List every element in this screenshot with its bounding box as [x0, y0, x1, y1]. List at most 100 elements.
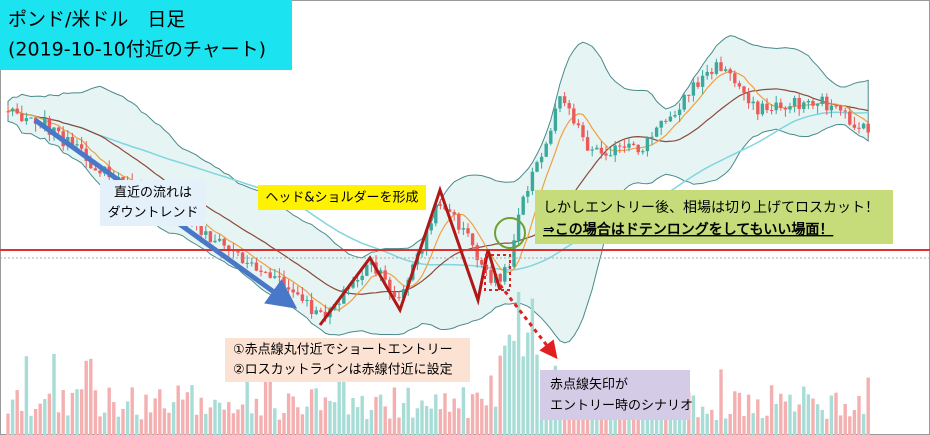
volume-bar [6, 413, 10, 435]
volume-bar [406, 387, 410, 435]
volume-bar [443, 393, 447, 435]
volume-bar [116, 416, 121, 435]
volume-bar [282, 413, 286, 435]
candle [714, 62, 719, 74]
candle [848, 111, 852, 125]
volume-bar [691, 395, 696, 435]
volume-bar [254, 398, 259, 435]
volume-bar [268, 364, 272, 435]
volume-bar [742, 416, 746, 435]
volume-bar [470, 394, 475, 435]
volume-bar [171, 402, 176, 435]
volume-bar [797, 404, 801, 435]
annotation: 直近の流れは [114, 186, 192, 201]
candle [424, 230, 429, 250]
volume-bar [769, 385, 774, 435]
volume-bar [208, 407, 213, 435]
candle [530, 171, 535, 192]
volume-bar [135, 414, 139, 435]
volume-bar [332, 402, 337, 435]
candle [691, 82, 696, 96]
candle [765, 103, 769, 111]
volume-bar [98, 416, 102, 435]
volume-bar [378, 394, 383, 435]
volume-bar [866, 377, 870, 435]
volume-bar [107, 387, 111, 435]
title: ポンド/米ドル 日足 [8, 9, 185, 31]
candle [254, 262, 259, 271]
annotation: ヘッド&ショルダーを形成 [265, 191, 418, 206]
volume-bar [815, 404, 820, 435]
candle [521, 196, 525, 215]
candle [664, 120, 668, 122]
volume-bar [636, 409, 640, 435]
volume-bar [829, 395, 834, 435]
candle [820, 96, 824, 104]
volume-bar [144, 394, 148, 435]
candle [305, 299, 309, 301]
volume-bar [43, 399, 47, 435]
candle [769, 110, 774, 112]
volume-bar [811, 398, 815, 435]
candle [351, 281, 355, 288]
volume-bar [668, 405, 673, 435]
volume-bar [480, 398, 484, 435]
volume-bar [705, 413, 709, 435]
candle [360, 275, 364, 280]
volume-bar [319, 410, 323, 435]
candle [553, 108, 558, 131]
candle [392, 291, 397, 298]
candle [650, 136, 654, 138]
volume-bar [79, 389, 84, 435]
volume-bar [503, 345, 507, 435]
candle [866, 123, 870, 133]
annotation: 赤点線矢印が [550, 377, 628, 393]
volume-bar [484, 405, 489, 435]
volume-bar [397, 417, 401, 435]
candle [562, 96, 567, 104]
candle [245, 262, 249, 264]
volume-bar [447, 411, 452, 435]
candle [733, 73, 737, 84]
volume-bar [834, 392, 838, 435]
ma-long [7, 109, 869, 271]
candle [604, 153, 608, 156]
volume-bar [401, 403, 406, 435]
volume-bar [153, 398, 157, 435]
volume-bar [227, 402, 231, 435]
candle [397, 297, 401, 299]
volume-bar [33, 409, 38, 435]
candle [811, 101, 815, 106]
volume-bar [158, 389, 162, 435]
candle [296, 292, 300, 295]
candle [309, 299, 314, 314]
candle [434, 204, 438, 224]
candle [227, 245, 231, 251]
candle [236, 251, 240, 253]
candle [526, 191, 530, 197]
candle [369, 262, 374, 265]
volume-bar [167, 412, 171, 435]
volume-bar [737, 392, 742, 435]
candle [461, 228, 466, 230]
volume-bar [838, 415, 843, 435]
volume-bar [457, 408, 461, 435]
candle [438, 204, 443, 206]
candle [852, 124, 857, 128]
volume-bar [20, 410, 24, 435]
candle [746, 92, 751, 104]
volume-bar [222, 409, 226, 435]
candle [452, 212, 456, 215]
candle [475, 245, 479, 261]
volume-bar [10, 399, 15, 435]
volume-bar [286, 393, 291, 435]
candle [47, 118, 52, 135]
volume-bar [70, 392, 75, 435]
volume-bar [673, 412, 677, 435]
volume-bar [861, 414, 866, 435]
volume-bar [273, 408, 277, 435]
candle [365, 264, 369, 276]
volume-bar [296, 407, 300, 435]
candle [70, 136, 75, 146]
volume-bar [452, 398, 456, 435]
